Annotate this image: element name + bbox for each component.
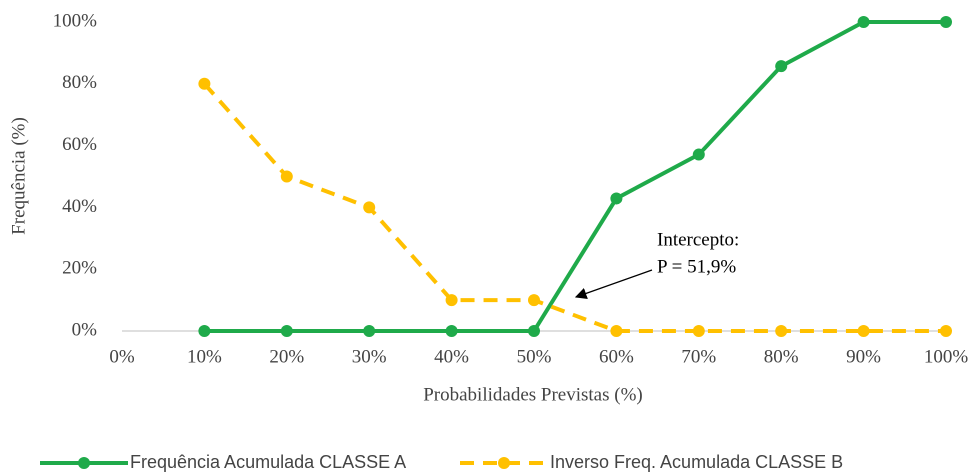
x-tick-label: 70%: [681, 346, 716, 367]
point: [610, 192, 623, 205]
point: [940, 16, 952, 28]
point: [280, 170, 293, 183]
legend-marker: [498, 457, 510, 469]
x-tick-label: 100%: [924, 346, 969, 367]
legend-marker: [78, 457, 90, 469]
y-tick-label: 40%: [62, 196, 97, 217]
y-tick-label: 20%: [62, 258, 97, 279]
point: [528, 294, 540, 307]
x-tick-label: 30%: [352, 346, 387, 367]
x-tick-label: 40%: [434, 346, 469, 367]
point: [445, 325, 458, 337]
point: [857, 16, 870, 28]
x-axis-title: Probabilidades Previstas (%): [423, 384, 643, 405]
point: [445, 294, 458, 307]
point: [610, 325, 623, 337]
legend-label: Frequência Acumulada CLASSE A: [130, 452, 406, 472]
y-tick-label: 60%: [62, 134, 97, 155]
point: [775, 325, 788, 337]
y-axis-title: Frequência (%): [8, 117, 29, 235]
point: [198, 77, 211, 90]
point: [528, 325, 540, 337]
series-line: [202, 82, 946, 333]
point: [692, 148, 705, 161]
x-tick-label: 90%: [846, 346, 881, 367]
point: [363, 325, 376, 337]
legend-label: Inverso Freq. Acumulada CLASSE B: [550, 452, 843, 472]
point: [692, 325, 705, 337]
point: [280, 325, 293, 337]
y-tick-label: 100%: [53, 10, 98, 31]
x-tick-label: 0%: [109, 346, 135, 367]
series-line: [204, 20, 946, 333]
annotation-arrow: [574, 269, 653, 299]
y-tick-label: 0%: [72, 319, 98, 340]
x-tick-label: 80%: [764, 346, 799, 367]
x-tick-label: 50%: [517, 346, 552, 367]
annotation: Intercepto:: [657, 229, 739, 250]
point: [940, 325, 952, 337]
point: [775, 60, 788, 73]
x-tick-label: 60%: [599, 346, 634, 367]
x-tick-label: 10%: [187, 346, 222, 367]
point: [198, 325, 211, 337]
x-tick-label: 20%: [269, 346, 304, 367]
point: [857, 325, 870, 337]
annotation: P = 51,9%: [657, 256, 736, 277]
point: [363, 201, 376, 214]
y-tick-label: 80%: [62, 72, 97, 93]
